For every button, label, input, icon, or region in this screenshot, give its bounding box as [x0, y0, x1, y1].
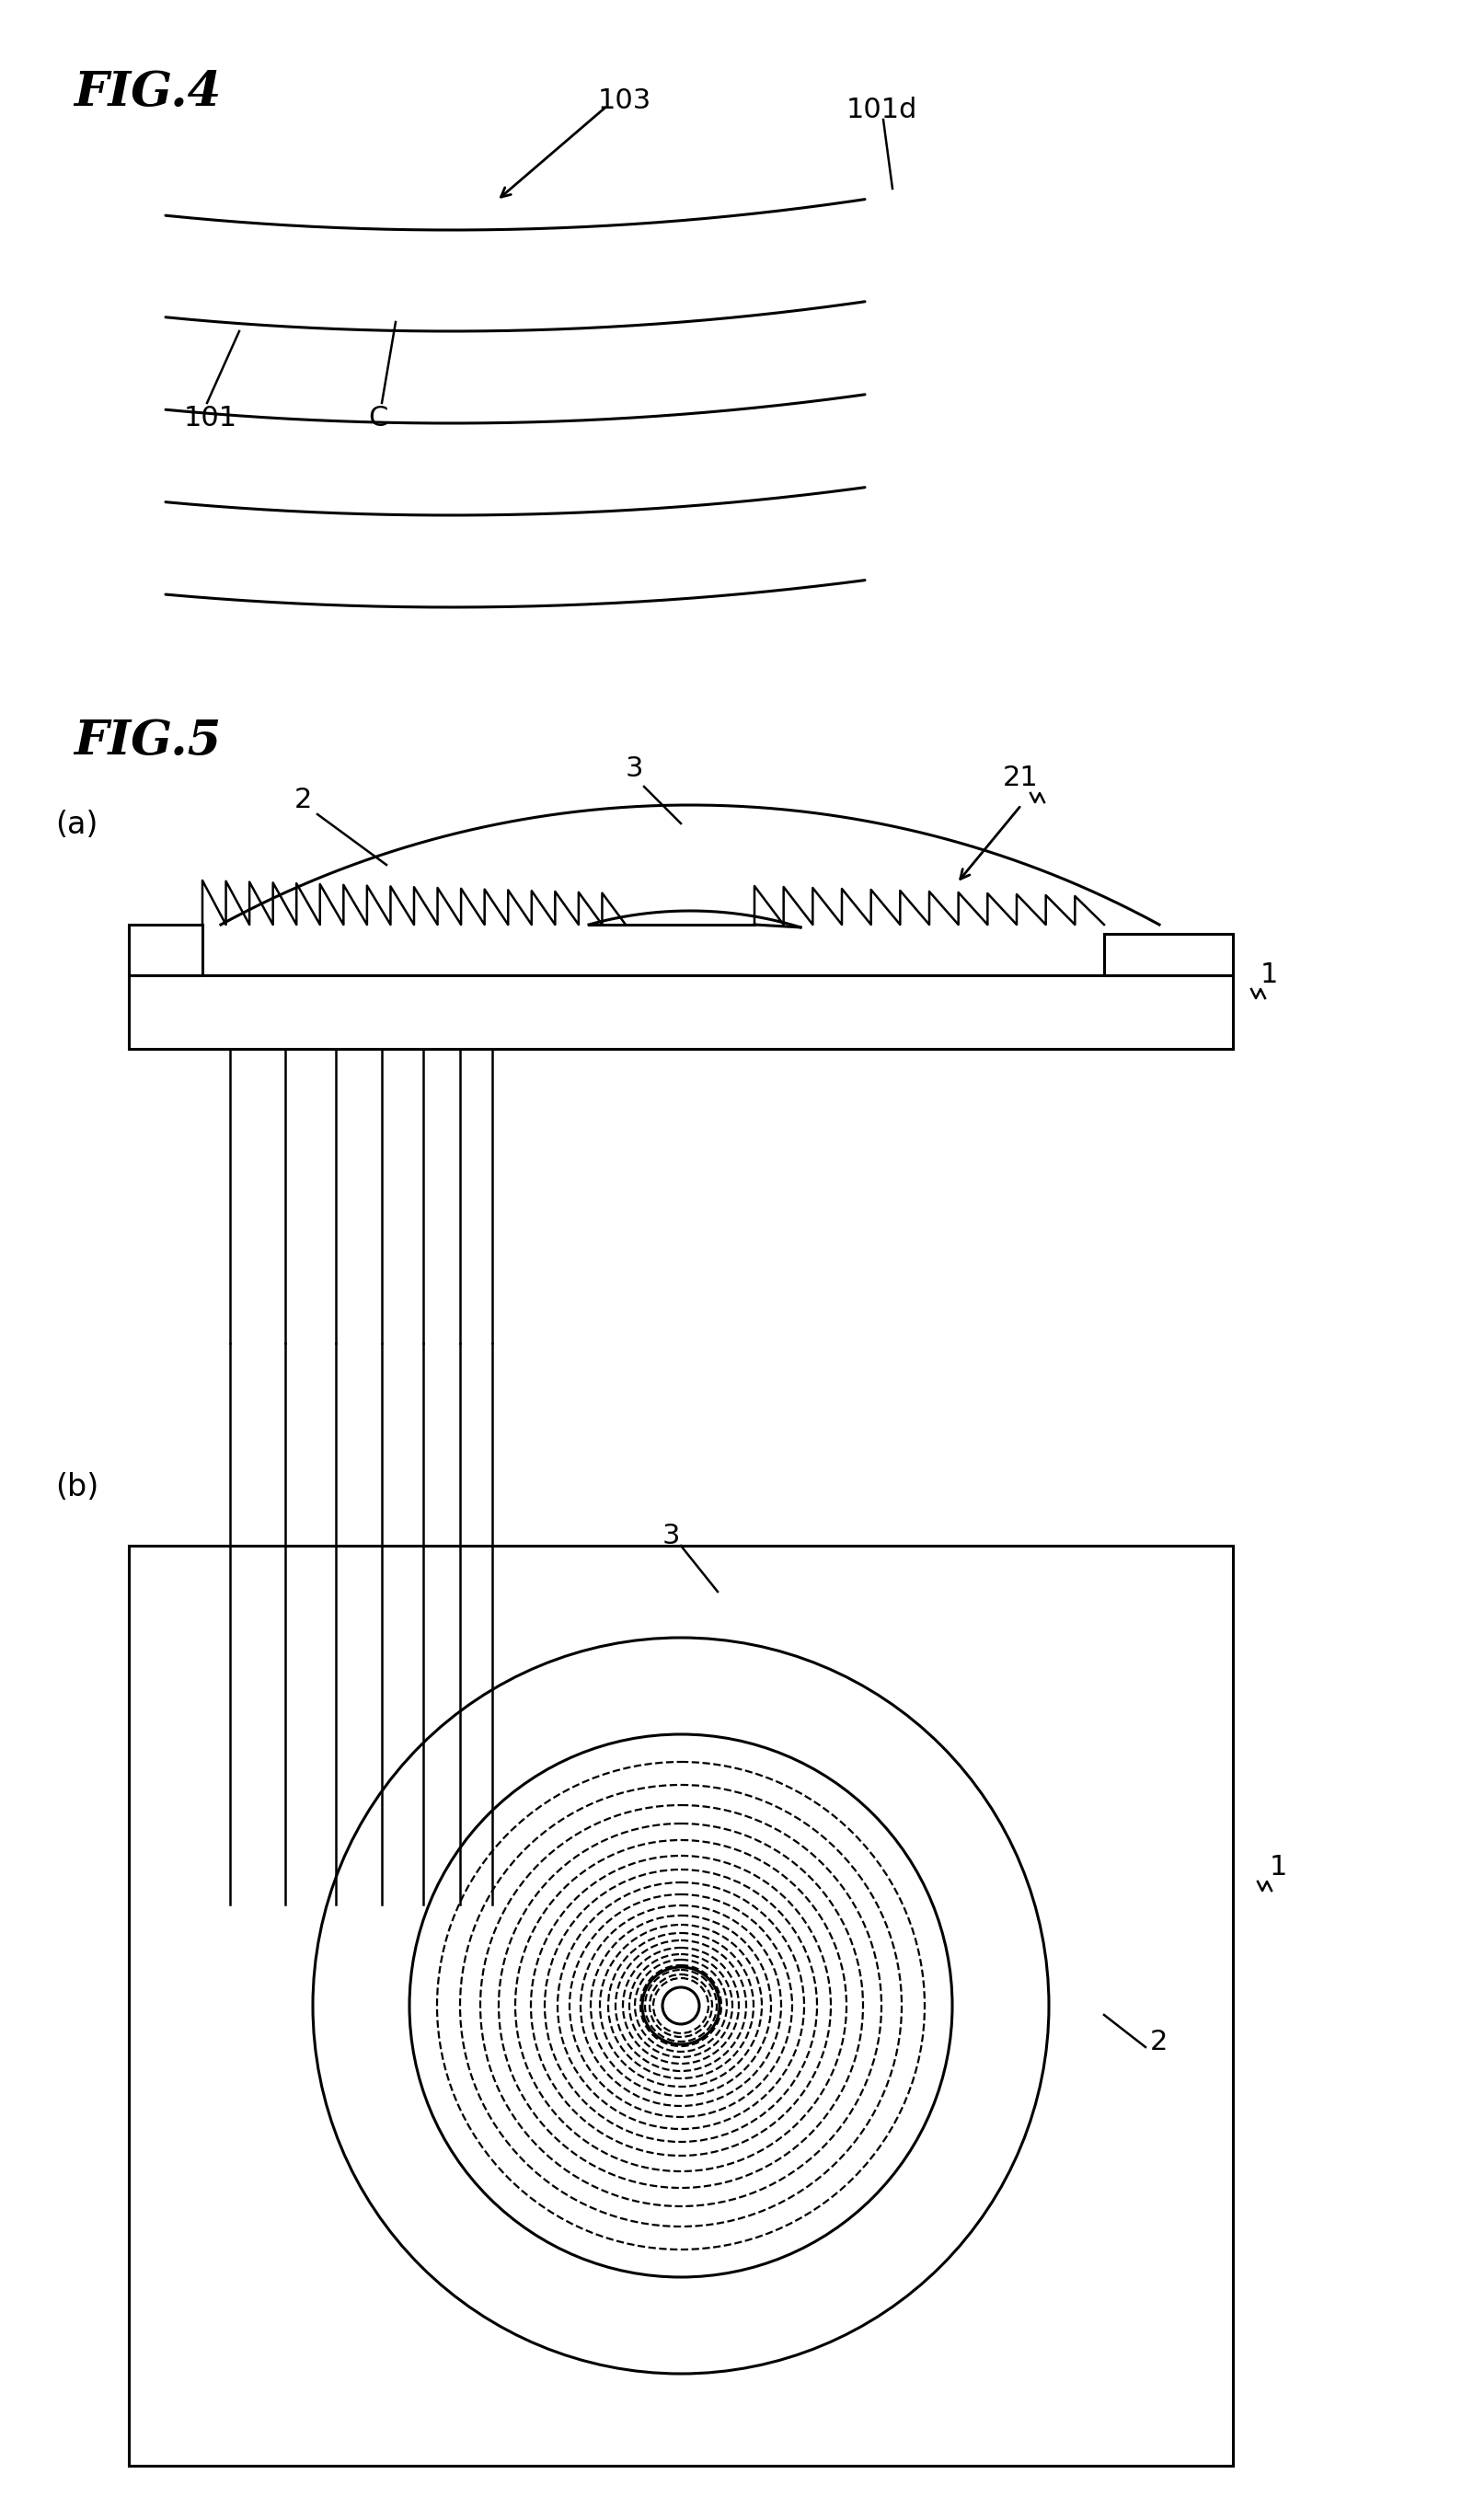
Bar — [129, 925, 202, 975]
Text: 3: 3 — [662, 1522, 680, 1550]
Text: 101d: 101d — [846, 96, 918, 123]
Text: 1: 1 — [1260, 963, 1278, 988]
Bar — [129, 1545, 1232, 2465]
Text: 1: 1 — [1269, 1855, 1288, 1880]
Text: FIG.5: FIG.5 — [73, 718, 221, 764]
Text: 2: 2 — [294, 786, 313, 814]
Text: 21: 21 — [1003, 764, 1038, 791]
Text: 101: 101 — [184, 406, 237, 431]
Text: (b): (b) — [56, 1472, 98, 1502]
Text: (a): (a) — [56, 809, 98, 839]
Text: 3: 3 — [626, 756, 643, 781]
Bar — [1104, 935, 1232, 975]
Text: 103: 103 — [598, 88, 652, 113]
Bar — [129, 975, 1232, 1048]
Text: C: C — [368, 406, 387, 431]
Text: 2: 2 — [1151, 2029, 1168, 2056]
Text: FIG.4: FIG.4 — [73, 68, 221, 116]
